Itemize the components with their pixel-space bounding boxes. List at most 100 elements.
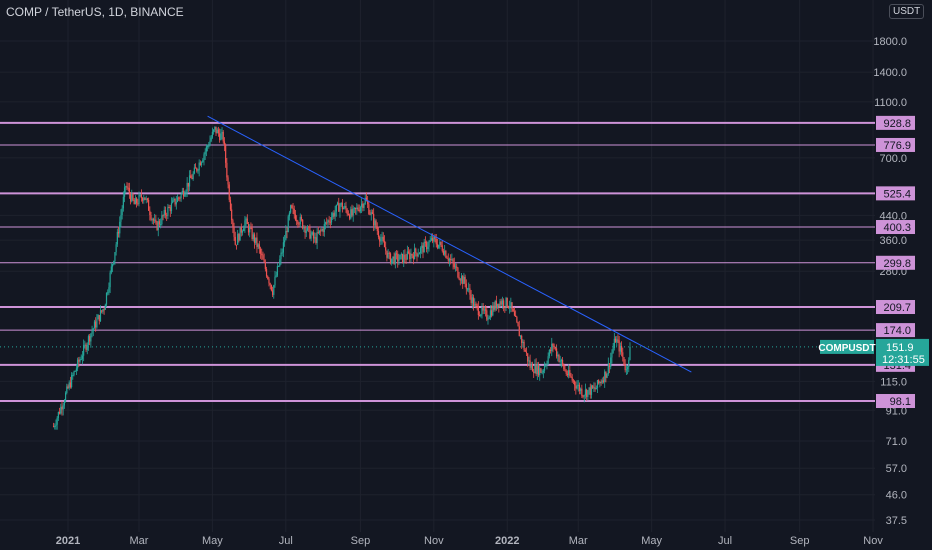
candle-body <box>606 373 608 378</box>
candle-body <box>157 221 159 231</box>
candle-body <box>580 388 582 391</box>
level-label-badge <box>876 394 915 409</box>
candle-body <box>351 209 353 216</box>
candle-body <box>210 137 212 141</box>
candle-body <box>481 307 483 315</box>
candle-body <box>370 212 372 215</box>
candle-body <box>572 380 575 382</box>
candle-body <box>240 226 242 233</box>
candle-body <box>534 364 536 373</box>
candle-body <box>129 194 132 202</box>
candle-body <box>282 242 285 253</box>
candle-body <box>200 162 203 166</box>
candle-body <box>162 215 164 217</box>
candle-body <box>448 258 451 261</box>
candle-body <box>256 237 258 247</box>
candle-body <box>244 220 246 229</box>
candle-body <box>253 234 256 243</box>
candle-body <box>329 221 331 223</box>
candle-body <box>154 219 156 221</box>
candle-body <box>549 349 552 352</box>
candle-body <box>203 154 205 161</box>
candle-body <box>611 352 613 358</box>
candle-body <box>356 207 358 210</box>
candle-body <box>86 344 88 350</box>
y-tick-label: 700.0 <box>879 153 907 165</box>
candle-body <box>140 194 143 199</box>
candle-body <box>451 259 453 261</box>
candle-body <box>416 252 418 257</box>
candle-body <box>80 358 82 360</box>
candle-body <box>121 208 123 216</box>
candle-body <box>571 377 573 381</box>
candle-body <box>618 340 620 352</box>
candle-body <box>199 162 201 166</box>
candle-body <box>404 254 406 259</box>
candle-body <box>296 220 298 222</box>
candle-body <box>345 205 347 210</box>
candle-body <box>160 224 162 226</box>
currency-tag[interactable]: USDT <box>889 4 925 19</box>
candle-body <box>322 228 324 233</box>
candle-body <box>214 126 216 130</box>
candle-body <box>144 197 146 200</box>
candle-body <box>252 234 254 239</box>
candle-body <box>300 216 303 220</box>
candle-body <box>588 387 590 391</box>
candle-body <box>471 297 473 304</box>
candle-body <box>167 207 169 216</box>
candle-body <box>269 283 271 285</box>
candle-body <box>64 392 67 402</box>
candle-body <box>551 343 553 352</box>
candle-body <box>228 184 230 200</box>
candle-body <box>607 363 609 374</box>
candle-body <box>66 386 68 393</box>
candle-body <box>321 228 323 231</box>
candle-body <box>235 244 238 246</box>
candle-body <box>568 370 570 376</box>
candle-body <box>423 241 425 253</box>
candle-body <box>428 241 430 247</box>
candle-body <box>507 306 510 308</box>
candle-body <box>280 252 282 260</box>
candle-body <box>103 309 105 311</box>
candle-body <box>297 221 299 225</box>
candle-body <box>138 195 140 204</box>
candle-body <box>222 131 224 142</box>
candle-body <box>407 251 410 253</box>
candle-body <box>123 187 126 197</box>
candle-body <box>381 236 383 240</box>
candle-body <box>192 173 194 180</box>
candle-body <box>68 382 70 389</box>
candle-body <box>58 411 61 414</box>
candle-body <box>132 193 134 200</box>
candle-body <box>133 199 135 205</box>
candle-body <box>512 309 514 312</box>
candle-body <box>499 301 501 307</box>
candle-body <box>335 204 337 212</box>
candle-body <box>324 222 327 224</box>
candle-body <box>150 215 152 220</box>
candle-body <box>371 212 374 214</box>
candle-body <box>255 237 257 243</box>
candle-body <box>357 207 359 210</box>
candle-body <box>525 351 528 354</box>
candle-body <box>339 204 341 212</box>
candle-body <box>291 205 293 208</box>
candle-body <box>209 140 211 146</box>
candle-body <box>511 302 513 310</box>
candle-body <box>440 241 442 246</box>
candle-body <box>265 269 268 277</box>
trendline[interactable] <box>207 115 692 373</box>
candle-body <box>441 245 443 251</box>
candle-body <box>306 226 309 231</box>
candle-body <box>151 219 153 221</box>
candle-body <box>261 253 263 256</box>
candle-body <box>399 254 401 260</box>
candle-body <box>308 226 310 228</box>
candle-body <box>353 207 356 209</box>
candle-body <box>110 266 112 273</box>
candle-body <box>315 237 317 243</box>
